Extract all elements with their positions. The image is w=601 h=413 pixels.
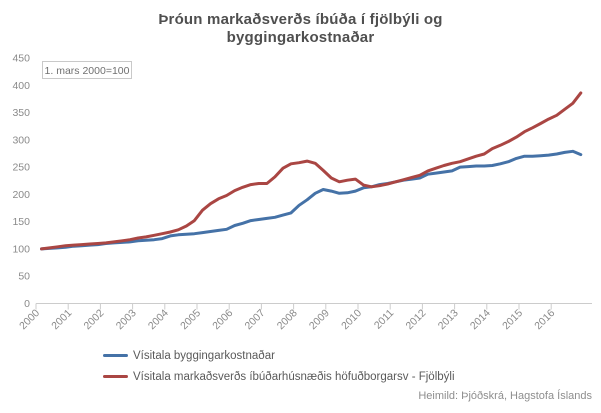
- legend-label-building-cost: Vísitala byggingarkostnaðar: [133, 349, 275, 362]
- x-axis-tick-label: 2016: [532, 307, 557, 332]
- x-axis-tick-label: 2002: [82, 307, 107, 332]
- y-axis-tick-label: 0: [24, 298, 30, 310]
- x-axis-tick-label: 2012: [404, 307, 429, 332]
- x-axis-tick-label: 2003: [114, 307, 139, 332]
- source-note: Heimild: Þjóðskrá, Hagstofa Íslands: [418, 390, 592, 402]
- x-axis-tick-label: 2014: [468, 307, 493, 332]
- x-axis-tick-label: 2008: [275, 307, 300, 332]
- y-axis-tick-label: 150: [12, 216, 30, 228]
- market-price-series-line: [40, 91, 583, 251]
- building-cost-series-line: [40, 149, 583, 251]
- x-axis-tick-label: 2010: [339, 307, 364, 332]
- y-axis-tick-label: 200: [12, 189, 30, 201]
- legend-label-market-price: Vísitala markaðsverðs íbúðarhúsnæðis höf…: [133, 370, 455, 383]
- legend-item-market-price[interactable]: Vísitala markaðsverðs íbúðarhúsnæðis höf…: [103, 366, 455, 387]
- x-axis-tick-label: 2001: [49, 307, 74, 332]
- legend-item-building-cost[interactable]: Vísitala byggingarkostnaðar: [103, 345, 455, 366]
- x-axis-tick-label: 2015: [500, 307, 525, 332]
- y-axis-tick-label: 100: [12, 243, 30, 255]
- x-axis-tick-label: 2000: [17, 307, 42, 332]
- market-price-line-swatch-icon: [103, 374, 128, 379]
- y-axis-tick-label: 450: [12, 53, 30, 65]
- base-index-note: 1. mars 2000=100: [42, 61, 132, 79]
- legend: Vísitala byggingarkostnaðar Vísitala mar…: [103, 345, 455, 387]
- x-axis-tick-label: 2007: [243, 307, 268, 332]
- x-axis-tick-label: 2006: [210, 307, 235, 332]
- chart-title-line1: Þróun markaðsverðs íbúða í fjölbýli og: [158, 11, 443, 28]
- chart-title: Þróun markaðsverðs íbúða í fjölbýli og b…: [0, 11, 601, 47]
- x-axis-tick-label: 2005: [178, 307, 203, 332]
- building-cost-line-swatch-icon: [103, 353, 128, 358]
- y-axis-tick-label: 50: [18, 271, 30, 283]
- x-axis-tick-label: 2013: [436, 307, 461, 332]
- x-axis-tick-label: 2009: [307, 307, 332, 332]
- y-axis-tick-label: 300: [12, 134, 30, 146]
- y-axis-tick-label: 400: [12, 80, 30, 92]
- chart-title-line2: byggingarkostnaðar: [226, 29, 375, 46]
- x-axis-tick-label: 2011: [372, 307, 397, 332]
- y-axis-tick-label: 350: [12, 107, 30, 119]
- x-axis-tick-label: 2004: [146, 307, 171, 332]
- y-axis-tick-label: 250: [12, 162, 30, 174]
